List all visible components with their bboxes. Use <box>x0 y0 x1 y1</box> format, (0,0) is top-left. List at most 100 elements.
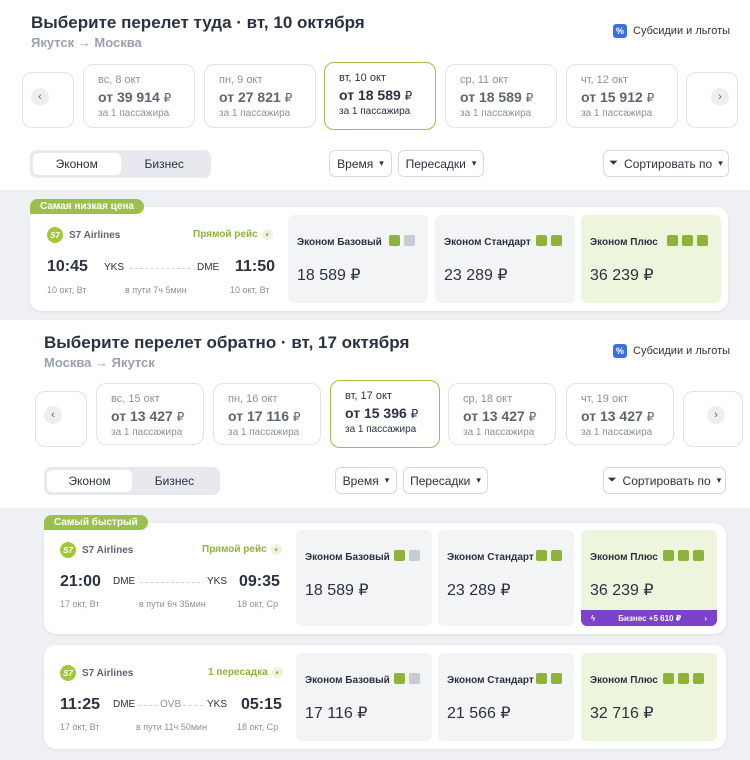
dropdown-label: Сортировать по <box>624 156 713 171</box>
fare-economy-standard[interactable]: Эконом Стандарт 23 289 ₽ <box>438 530 574 626</box>
date-label: вт, 17 окт <box>345 390 392 402</box>
fare-name: Эконом Базовый <box>305 675 390 686</box>
exchange-icon <box>678 673 689 684</box>
fare-name: Эконом Базовый <box>297 237 382 248</box>
date-label: пн, 16 окт <box>228 393 278 405</box>
fare-economy-plus[interactable]: Эконом Плюс 36 239 ₽ <box>581 215 721 303</box>
date-card-prev-partial[interactable] <box>35 391 87 447</box>
date-label: вт, 10 окт <box>339 72 386 84</box>
return-title: Выберите перелет обратно · вт, 17 октябр… <box>44 333 410 352</box>
date-card[interactable]: пн, 9 окт от 27 821 ₽ за 1 пассажира <box>204 64 316 128</box>
fare-price: 18 589 ₽ <box>297 267 361 284</box>
fare-economy-plus[interactable]: Эконом Плюс 36 239 ₽ ϟ Бизнес +5 610 ₽ › <box>581 530 717 626</box>
date-card-selected[interactable]: вт, 10 окт от 18 589 ₽ за 1 пассажира <box>324 62 436 130</box>
stops-info[interactable]: Прямой рейс ▾ <box>193 229 273 240</box>
transfers-filter-dropdown[interactable]: Пересадки ▾ <box>398 150 484 177</box>
fare-economy-basic[interactable]: Эконом Базовый 18 589 ₽ <box>296 530 432 626</box>
transfer-airport: OVB <box>160 699 182 710</box>
chevron-right-icon[interactable]: › <box>711 88 729 106</box>
departure-airport: DME <box>113 699 136 710</box>
tab-business[interactable]: Бизнес <box>154 474 195 488</box>
dropdown-label: Пересадки <box>405 156 466 171</box>
date-card[interactable]: вс, 8 окт от 39 914 ₽ за 1 пассажира <box>83 64 195 128</box>
sort-dropdown[interactable]: ⏷ Сортировать по ▾ <box>603 150 729 177</box>
fare-icons <box>394 550 420 561</box>
s7-logo-icon: S7 <box>60 542 76 558</box>
fastest-badge: Самый быстрый <box>44 515 148 530</box>
chevron-down-icon: ▾ <box>471 158 477 168</box>
date-note: за 1 пассажира <box>460 108 532 119</box>
suitcase-icon <box>551 550 562 561</box>
baggage-icon <box>394 550 405 561</box>
date-card-selected[interactable]: вт, 17 окт от 15 396 ₽ за 1 пассажира <box>330 380 440 448</box>
route-line <box>138 705 158 706</box>
no-luggage-icon <box>409 550 420 561</box>
departure-airport: YKS <box>104 262 125 273</box>
tab-economy[interactable]: Эконом <box>33 153 121 175</box>
dropdown-label: Пересадки <box>410 473 471 488</box>
arrival-date: 18 окт, Ср <box>237 722 279 732</box>
suitcase-icon <box>551 673 562 684</box>
transfers-filter-dropdown[interactable]: Пересадки ▾ <box>403 467 488 494</box>
date-card[interactable]: вс, 15 окт от 13 427 ₽ за 1 пассажира <box>96 383 204 445</box>
business-upsell-button[interactable]: ϟ Бизнес +5 610 ₽ › <box>581 610 717 626</box>
dropdown-label: Время <box>337 156 374 171</box>
chevron-left-icon[interactable]: ‹ <box>44 406 62 424</box>
baggage-icon <box>536 673 547 684</box>
sort-dropdown[interactable]: ⏷ Сортировать по ▾ <box>603 467 726 494</box>
airline: S7 S7 Airlines <box>60 542 133 558</box>
time-filter-dropdown[interactable]: Время ▾ <box>329 150 392 177</box>
date-card[interactable]: пн, 16 окт от 17 116 ₽ за 1 пассажира <box>213 383 321 445</box>
tab-business[interactable]: Бизнес <box>144 157 184 171</box>
chevron-down-icon: ▾ <box>270 544 282 555</box>
date-note: за 1 пассажира <box>463 427 535 438</box>
arrival-airport: YKS <box>207 699 228 710</box>
arrival-airport: DME <box>197 262 220 273</box>
return-subsidies-link[interactable]: % Субсидии и льготы <box>613 344 730 358</box>
funnel-icon: ⏷ <box>609 157 619 169</box>
fare-icons <box>536 550 562 561</box>
chevron-right-icon[interactable]: › <box>707 406 725 424</box>
fare-icons <box>536 673 562 684</box>
suitcase-icon <box>551 235 562 246</box>
s7-logo-icon: S7 <box>47 227 63 243</box>
date-label: чт, 12 окт <box>581 74 629 86</box>
chevron-left-icon[interactable]: ‹ <box>31 88 49 106</box>
outbound-title: Выберите перелет туда · вт, 10 октября <box>31 13 365 32</box>
chevron-down-icon: ▾ <box>379 158 384 168</box>
date-price: от 15 912 ₽ <box>581 89 655 105</box>
fare-economy-basic[interactable]: Эконом Базовый 17 116 ₽ <box>296 653 432 741</box>
exchange-icon <box>682 235 693 246</box>
date-price: от 27 821 ₽ <box>219 89 293 105</box>
arrival-time: 11:50 <box>235 258 276 275</box>
stops-label: 1 пересадка <box>208 667 268 678</box>
fare-name: Эконом Стандарт <box>447 552 534 563</box>
date-card[interactable]: ср, 18 окт от 13 427 ₽ за 1 пассажира <box>448 383 556 445</box>
departure-time: 10:45 <box>47 258 88 275</box>
fare-icons <box>667 235 708 246</box>
stops-info[interactable]: Прямой рейс ▾ <box>202 544 282 555</box>
fare-economy-basic[interactable]: Эконом Базовый 18 589 ₽ <box>288 215 428 303</box>
fare-icons <box>389 235 415 246</box>
date-card[interactable]: чт, 12 окт от 15 912 ₽ за 1 пассажира <box>566 64 678 128</box>
baggage-icon <box>389 235 400 246</box>
arrival-date: 18 окт, Ср <box>237 599 279 609</box>
date-card[interactable]: чт, 19 окт от 13 427 ₽ за 1 пассажира <box>566 383 674 445</box>
fare-icons <box>536 235 562 246</box>
baggage-icon <box>536 235 547 246</box>
outbound-subsidies-link[interactable]: % Субсидии и льготы <box>613 24 730 38</box>
class-toggle: Эконом Бизнес <box>44 467 220 495</box>
upsell-label: Бизнес +5 610 ₽ <box>618 613 682 623</box>
fare-economy-standard[interactable]: Эконом Стандарт 21 566 ₽ <box>438 653 574 741</box>
tab-economy[interactable]: Эконом <box>47 470 132 492</box>
no-luggage-icon <box>409 673 420 684</box>
arrival-date: 10 окт, Вт <box>230 285 270 295</box>
chevron-right-icon: › <box>704 613 707 623</box>
date-card[interactable]: ср, 11 окт от 18 589 ₽ за 1 пассажира <box>445 64 557 128</box>
fare-economy-plus[interactable]: Эконом Плюс 32 716 ₽ <box>581 653 717 741</box>
outbound-route: Якутск → Москва <box>31 35 142 50</box>
fare-economy-standard[interactable]: Эконом Стандарт 23 289 ₽ <box>435 215 575 303</box>
stops-info[interactable]: 1 пересадка ▾ <box>208 667 283 678</box>
date-label: вс, 8 окт <box>98 74 141 86</box>
time-filter-dropdown[interactable]: Время ▾ <box>335 467 397 494</box>
